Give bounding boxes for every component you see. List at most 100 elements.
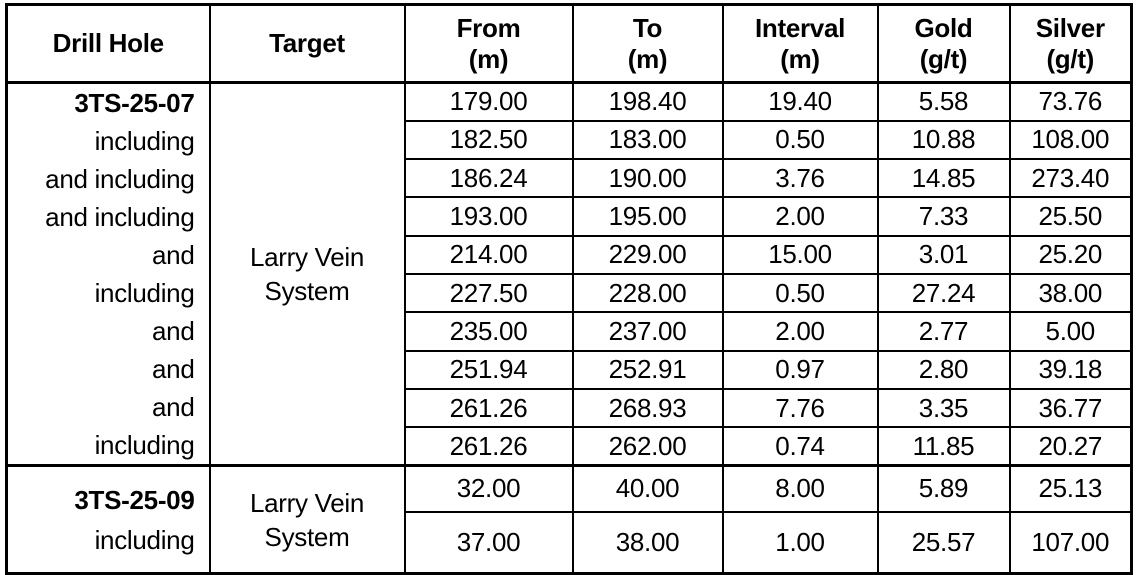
drill-hole-qualifier: and	[152, 240, 195, 270]
cell-from: 186.24	[403, 158, 574, 199]
cell-to: 190.00	[571, 158, 724, 199]
cell-from: 37.00	[403, 510, 574, 575]
cell-gold: 11.85	[876, 426, 1011, 467]
cell-silver: 273.40	[1008, 158, 1133, 199]
table-row: 214.00 229.00 15.00 3.01 25.20	[7, 234, 1133, 275]
cell-interval: 0.74	[721, 426, 879, 467]
cell-silver: 38.00	[1008, 272, 1133, 314]
cell-silver: 107.00	[1008, 510, 1133, 575]
table-row: 193.00 195.00 2.00 7.33 25.50	[7, 196, 1133, 237]
drill-hole-qualifier: and	[152, 392, 195, 422]
drill-hole-qualifier: and including	[45, 202, 195, 232]
col-header-to: To (m)	[571, 3, 724, 84]
target-name-line2: System	[264, 521, 350, 552]
drill-hole-id: 3TS-25-09	[74, 484, 195, 515]
cell-silver: 108.00	[1008, 119, 1133, 161]
cell-to: 38.00	[571, 510, 724, 575]
cell-silver: 73.76	[1008, 81, 1133, 122]
cell-gold: 2.80	[876, 349, 1011, 390]
cell-gold: 3.01	[876, 234, 1011, 275]
cell-to: 229.00	[571, 234, 724, 275]
header-row: Drill Hole Target From (m) To (m) Interval…	[5, 3, 1133, 84]
cell-gold: 7.33	[876, 196, 1011, 237]
col-header-interval: Interval (m)	[721, 3, 879, 84]
cell-interval: 0.50	[721, 119, 879, 161]
cell-gold: 2.77	[876, 311, 1011, 352]
cell-to: 262.00	[571, 426, 724, 467]
cell-to: 252.91	[571, 349, 724, 390]
cell-silver: 25.50	[1008, 196, 1133, 237]
cell-gold: 5.58	[876, 81, 1011, 122]
cell-from: 179.00	[403, 81, 574, 122]
cell-from: 227.50	[403, 272, 574, 314]
target-name-line1: Larry Vein	[249, 487, 365, 518]
drill-hole-qualifier: including	[94, 524, 195, 555]
cell-interval: 8.00	[721, 464, 879, 513]
cell-interval: 0.50	[721, 272, 879, 314]
cell-from: 182.50	[403, 119, 574, 161]
table-row: 37.00 38.00 1.00 25.57 107.00	[7, 510, 1133, 575]
table-container: Drill Hole Target From (m) To (m) Interval…	[5, 3, 1133, 575]
cell-interval: 3.76	[721, 158, 879, 199]
target-cell: Larry Vein System	[208, 81, 406, 467]
cell-gold: 27.24	[876, 272, 1011, 314]
drill-hole-qualifier: and	[152, 354, 195, 384]
cell-gold: 25.57	[876, 510, 1011, 575]
cell-interval: 0.97	[721, 349, 879, 390]
cell-interval: 2.00	[721, 196, 879, 237]
table-row: 182.50 183.00 0.50 10.88 108.00	[7, 119, 1133, 161]
target-cell: Larry Vein System	[208, 464, 406, 575]
cell-to: 198.40	[571, 81, 724, 122]
cell-to: 268.93	[571, 387, 724, 429]
col-header-drill-hole: Drill Hole	[5, 3, 211, 84]
cell-to: 183.00	[571, 119, 724, 161]
cell-silver: 25.13	[1008, 464, 1133, 513]
cell-silver: 25.20	[1008, 234, 1133, 275]
drill-hole-cell: 3TS-25-07 including and including and in…	[5, 81, 211, 467]
table-row: 251.94 252.91 0.97 2.80 39.18	[7, 349, 1133, 390]
table-row: 3TS-25-09 including Larry Vein System 32…	[5, 464, 1133, 575]
cell-gold: 3.35	[876, 387, 1011, 429]
cell-from: 235.00	[403, 311, 574, 352]
cell-from: 32.00	[403, 464, 574, 513]
table-row: 227.50 228.00 0.50 27.24 38.00	[7, 272, 1133, 314]
cell-silver: 5.00	[1008, 311, 1133, 352]
table-row: 261.26 268.93 7.76 3.35 36.77	[7, 387, 1133, 429]
col-header-silver: Silver (g/t)	[1008, 3, 1133, 84]
cell-interval: 1.00	[721, 510, 879, 575]
cell-from: 214.00	[403, 234, 574, 275]
drill-hole-qualifier: and	[152, 316, 195, 346]
cell-gold: 14.85	[876, 158, 1011, 199]
drill-hole-id: 3TS-25-07	[74, 88, 195, 118]
drill-hole-cell: 3TS-25-09 including	[5, 464, 211, 575]
cell-silver: 20.27	[1008, 426, 1133, 467]
col-header-label: Target	[269, 28, 345, 58]
cell-silver: 36.77	[1008, 387, 1133, 429]
cell-gold: 10.88	[876, 119, 1011, 161]
cell-to: 195.00	[571, 196, 724, 237]
col-header-target: Target	[208, 3, 406, 84]
drill-hole-qualifier: including	[94, 278, 195, 308]
cell-from: 261.26	[403, 387, 574, 429]
cell-silver: 39.18	[1008, 349, 1133, 390]
table-row: 3TS-25-07 including and including and in…	[5, 81, 1133, 467]
table-row: 235.00 237.00 2.00 2.77 5.00	[7, 311, 1133, 352]
table-row: 186.24 190.00 3.76 14.85 273.40	[7, 158, 1133, 199]
cell-from: 261.26	[403, 426, 574, 467]
drill-hole-qualifier: and including	[45, 164, 195, 194]
col-header-label: Drill Hole	[52, 28, 164, 58]
col-header-gold: Gold (g/t)	[876, 3, 1011, 84]
cell-to: 228.00	[571, 272, 724, 314]
target-name-line2: System	[264, 276, 350, 306]
target-name-line1: Larry Vein	[249, 242, 365, 272]
results-table: Drill Hole Target From (m) To (m) Interval…	[5, 3, 1133, 575]
drill-hole-qualifier: including	[94, 430, 195, 460]
cell-interval: 15.00	[721, 234, 879, 275]
col-header-from: From (m)	[403, 3, 574, 84]
cell-interval: 19.40	[721, 81, 879, 122]
cell-gold: 5.89	[876, 464, 1011, 513]
drill-hole-qualifier: including	[94, 126, 195, 156]
cell-from: 251.94	[403, 349, 574, 390]
cell-to: 40.00	[571, 464, 724, 513]
cell-from: 193.00	[403, 196, 574, 237]
